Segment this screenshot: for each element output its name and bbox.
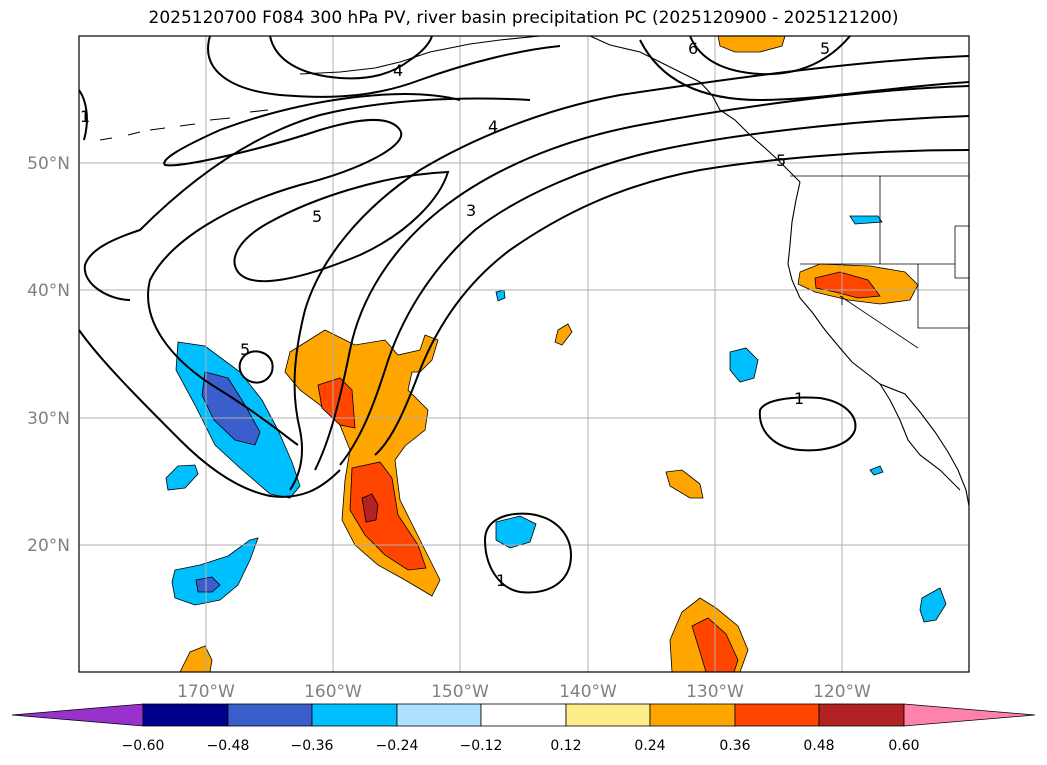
precip-positive-patch-4 [179, 645, 213, 672]
pv-contour-4-arc [207, 36, 561, 98]
lat-label: 40°N [27, 281, 70, 301]
pv-contour-1-south [483, 512, 572, 594]
aleutian-islands [99, 109, 269, 141]
precip-positive-patch-california-core [814, 271, 881, 299]
pv-label: 1 [496, 571, 506, 590]
lon-label: 120°W [813, 682, 871, 702]
lat-label: 20°N [27, 536, 70, 556]
colorbar-segment [311, 703, 398, 727]
pv-contour-6-alaska [689, 36, 851, 76]
pv-contour-5-top [269, 36, 433, 80]
pv-label: 3 [466, 201, 476, 220]
colorbar-segment [396, 703, 482, 727]
colorbar-segment [480, 703, 567, 727]
precip-positive-core-north [317, 377, 356, 429]
alaska-coastline [299, 36, 801, 183]
colorbar-segment [734, 703, 820, 727]
colorbar-tick: −0.12 [460, 738, 503, 754]
west-coast-coastline [787, 181, 969, 507]
pv-contour-labels: 4 4 5 5 5 3 1 1 1 6 5 [80, 39, 830, 590]
pv-contour-west-edge [79, 89, 88, 141]
pv-contour-5-loop [233, 170, 450, 283]
lat-label: 30°N [27, 409, 70, 429]
precip-positive-patch-alaska [717, 36, 786, 53]
pv-label: 5 [240, 340, 250, 359]
colorbar-tick: −0.60 [122, 738, 165, 754]
colorbar-tick: −0.48 [207, 738, 250, 754]
baja-coastline [879, 383, 961, 491]
pv-contour-1-east [758, 396, 857, 452]
pv-contour-north-east [639, 39, 969, 102]
pv-contour-1 [374, 149, 969, 456]
colorbar-tick: 0.24 [634, 738, 665, 754]
precip-positive-patch-1 [554, 323, 573, 346]
precip-negative-patch-5 [919, 587, 947, 623]
precip-negative-patch-2-core [195, 576, 221, 593]
precip-positive-patch-2 [665, 469, 704, 499]
colorbar-segment [142, 703, 229, 727]
precip-negative-patch-2 [171, 537, 259, 606]
colorbar-tick: 0.36 [719, 738, 750, 754]
lat-labels: 50°N 40°N 30°N 20°N [27, 154, 70, 556]
map-frame [78, 35, 970, 673]
colorbar-segment [903, 703, 1036, 727]
pv-contour-3-second [314, 85, 969, 471]
pv-contours [79, 36, 969, 594]
pv-contour-outer-west [83, 97, 531, 301]
lon-label: 160°W [304, 682, 362, 702]
colorbar-tick: 0.48 [803, 738, 834, 754]
pv-contour-5-small [238, 350, 274, 384]
precip-negative-patch-6 [849, 215, 883, 225]
pv-contour-3-outer [289, 55, 969, 491]
lon-labels: 170°W 160°W 150°W 140°W 130°W 120°W [177, 682, 871, 702]
colorbar-segment [818, 703, 905, 727]
lon-label: 150°W [431, 682, 489, 702]
colorbar-tick-labels: −0.60 −0.48 −0.36 −0.24 −0.12 0.12 0.24 … [122, 738, 920, 754]
precip-fill-layer [165, 36, 947, 672]
precip-negative-patch-1 [165, 464, 199, 491]
precip-negative-patch-4 [729, 347, 759, 383]
colorbar-tick: 0.60 [888, 738, 919, 754]
pv-label: 1 [794, 389, 804, 408]
lon-label: 140°W [559, 682, 617, 702]
pv-contour-4-outer [147, 93, 461, 446]
lon-label: 130°W [686, 682, 744, 702]
pv-contour-1-left [79, 329, 341, 498]
lat-label: 50°N [27, 154, 70, 174]
colorbar-tick: 0.12 [550, 738, 581, 754]
lon-label: 170°W [177, 682, 235, 702]
colorbar [11, 703, 1036, 727]
gridlines [79, 36, 969, 672]
pv-label: 4 [393, 61, 403, 80]
colorbar-segment [565, 703, 651, 727]
colorbar-tick: −0.24 [376, 738, 419, 754]
precip-negative-patch-8 [869, 465, 884, 476]
precip-positive-core-south [349, 461, 427, 571]
pv-label: 6 [688, 39, 698, 58]
precip-positive-max [361, 493, 379, 523]
colorbar-segment [649, 703, 736, 727]
colorbar-segment [11, 703, 144, 727]
colorbar-tick: −0.36 [291, 738, 334, 754]
pv-label: 5 [312, 207, 322, 226]
pv-label: 5 [776, 151, 786, 170]
pv-label: 1 [80, 107, 90, 126]
pv-label: 5 [820, 39, 830, 58]
coastlines [99, 36, 969, 507]
pv-contour-2 [339, 115, 969, 466]
colorbar-segment [227, 703, 313, 727]
state-borders [790, 175, 969, 349]
precip-negative-patch-3 [495, 515, 537, 549]
plot-title: 2025120700 F084 300 hPa PV, river basin … [148, 8, 899, 28]
pv-label: 4 [488, 117, 498, 136]
precip-negative-patch-7 [495, 289, 506, 302]
